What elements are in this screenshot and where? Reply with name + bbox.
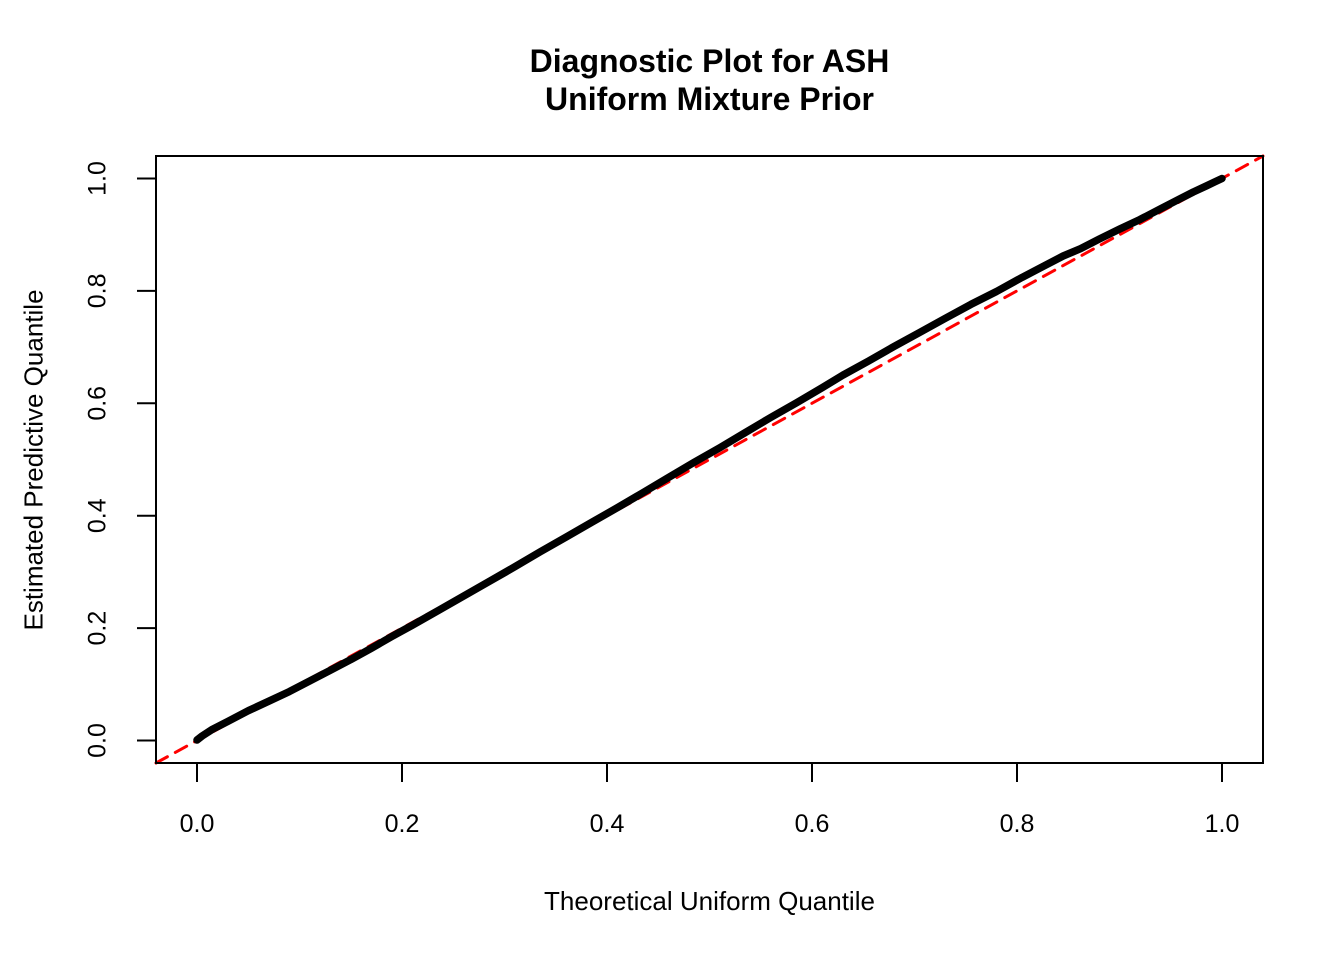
x-tick-label: 0.2 — [385, 810, 420, 838]
x-tick-label: 0.6 — [795, 810, 830, 838]
x-tick-label: 0.4 — [590, 810, 625, 838]
estimated-vs-theoretical-quantile-curve — [193, 174, 1226, 744]
y-tick-label: 0.8 — [84, 274, 112, 309]
x-tick-label: 0.0 — [180, 810, 215, 838]
y-tick-label: 0.2 — [84, 611, 112, 646]
x-axis-ticks: 0.0 0.2 0.4 0.6 0.8 1.0 — [180, 763, 1240, 838]
y-tick-label: 0.6 — [84, 386, 112, 421]
y-axis-ticks: 0.0 0.2 0.4 0.6 0.8 1.0 — [84, 161, 156, 758]
plot-border — [155, 155, 1264, 764]
y-tick-label: 0.0 — [84, 723, 112, 758]
x-axis-title: Theoretical Uniform Quantile — [544, 886, 875, 916]
x-tick-label: 1.0 — [1205, 810, 1240, 838]
chart-title-line-1: Diagnostic Plot for ASH — [529, 43, 890, 79]
y-tick-label: 0.4 — [84, 498, 112, 533]
y-tick-label: 1.0 — [84, 161, 112, 196]
chart-title-line-2: Uniform Mixture Prior — [545, 81, 874, 117]
x-tick-label: 0.8 — [1000, 810, 1035, 838]
y-axis-title: Estimated Predictive Quantile — [18, 289, 49, 631]
